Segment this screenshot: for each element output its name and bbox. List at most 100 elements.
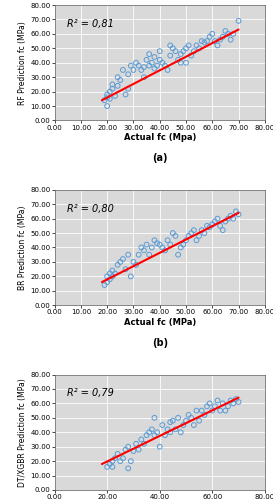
Point	[213, 218, 217, 226]
Point	[108, 460, 112, 468]
Point	[147, 428, 151, 436]
X-axis label: Actual fc (MPa): Actual fc (MPa)	[124, 318, 196, 327]
Point	[105, 102, 109, 110]
Point	[205, 222, 209, 230]
Point	[210, 220, 215, 228]
Point	[102, 96, 107, 104]
Point	[163, 431, 167, 439]
Point	[223, 406, 228, 414]
Point	[184, 58, 188, 66]
Point	[215, 214, 220, 222]
Point	[168, 240, 173, 248]
Point	[210, 406, 215, 414]
Point	[131, 447, 136, 455]
Point	[126, 84, 130, 92]
Point	[136, 250, 141, 258]
Point	[113, 270, 117, 278]
Point	[139, 436, 144, 444]
Point	[150, 426, 154, 434]
Point	[179, 244, 183, 252]
Point	[108, 88, 112, 96]
Point	[121, 454, 125, 462]
Point	[139, 244, 144, 252]
Point	[115, 261, 120, 269]
Point	[142, 63, 146, 71]
Point	[221, 400, 225, 407]
Point	[181, 240, 186, 248]
Point	[121, 255, 125, 263]
Point	[171, 44, 175, 52]
Point	[129, 62, 133, 70]
Point	[144, 56, 149, 64]
Point	[102, 281, 107, 289]
Point	[226, 402, 230, 410]
Point	[113, 454, 117, 462]
Y-axis label: RF Prediction fc (MPa): RF Prediction fc (MPa)	[18, 21, 27, 104]
Point	[108, 276, 112, 283]
Point	[152, 53, 157, 61]
Point	[105, 278, 109, 286]
Point	[200, 226, 204, 234]
Point	[165, 66, 170, 74]
Point	[197, 44, 201, 52]
Point	[105, 94, 109, 102]
Point	[150, 58, 154, 66]
Point	[236, 398, 241, 406]
Point	[210, 30, 215, 38]
Point	[176, 250, 180, 258]
Point	[194, 42, 199, 50]
Point	[155, 239, 159, 247]
Point	[152, 431, 157, 439]
Point	[231, 400, 235, 407]
Point	[134, 440, 138, 448]
Point	[168, 418, 173, 426]
Point	[152, 414, 157, 422]
Point	[197, 232, 201, 240]
Y-axis label: DT/XGBR Prediction fc (MPa): DT/XGBR Prediction fc (MPa)	[18, 378, 27, 486]
Point	[194, 406, 199, 414]
Point	[171, 416, 175, 424]
Point	[165, 236, 170, 244]
Y-axis label: BR Prediction fc (MPa): BR Prediction fc (MPa)	[18, 205, 27, 290]
X-axis label: Actual fc (Mpa): Actual fc (Mpa)	[123, 134, 196, 142]
Text: R² = 0,80: R² = 0,80	[67, 204, 114, 214]
Point	[123, 446, 128, 454]
Point	[184, 44, 188, 52]
Point	[126, 250, 130, 258]
Point	[131, 66, 136, 74]
Point	[134, 261, 138, 269]
Point	[147, 50, 151, 58]
Point	[173, 47, 178, 55]
Point	[168, 42, 173, 50]
Point	[229, 212, 233, 220]
Point	[115, 82, 120, 90]
Point	[186, 42, 191, 50]
Point	[158, 442, 162, 450]
Point	[207, 224, 212, 232]
Point	[200, 406, 204, 414]
Point	[218, 36, 222, 44]
Point	[192, 226, 196, 234]
Point	[163, 62, 167, 70]
Point	[131, 258, 136, 266]
Point	[226, 214, 230, 222]
Point	[123, 265, 128, 273]
Point	[184, 236, 188, 244]
Point	[213, 402, 217, 410]
Point	[205, 402, 209, 410]
Point	[163, 246, 167, 254]
Point	[168, 52, 173, 60]
Point	[236, 17, 241, 25]
Point	[147, 250, 151, 258]
Point	[173, 232, 178, 240]
Point	[179, 428, 183, 436]
Point	[234, 208, 238, 216]
Point	[105, 272, 109, 280]
Point	[173, 426, 178, 434]
Point	[215, 396, 220, 404]
Point	[231, 214, 235, 222]
Point	[158, 240, 162, 248]
Point	[218, 406, 222, 414]
Point	[152, 236, 157, 244]
Point	[160, 421, 165, 429]
